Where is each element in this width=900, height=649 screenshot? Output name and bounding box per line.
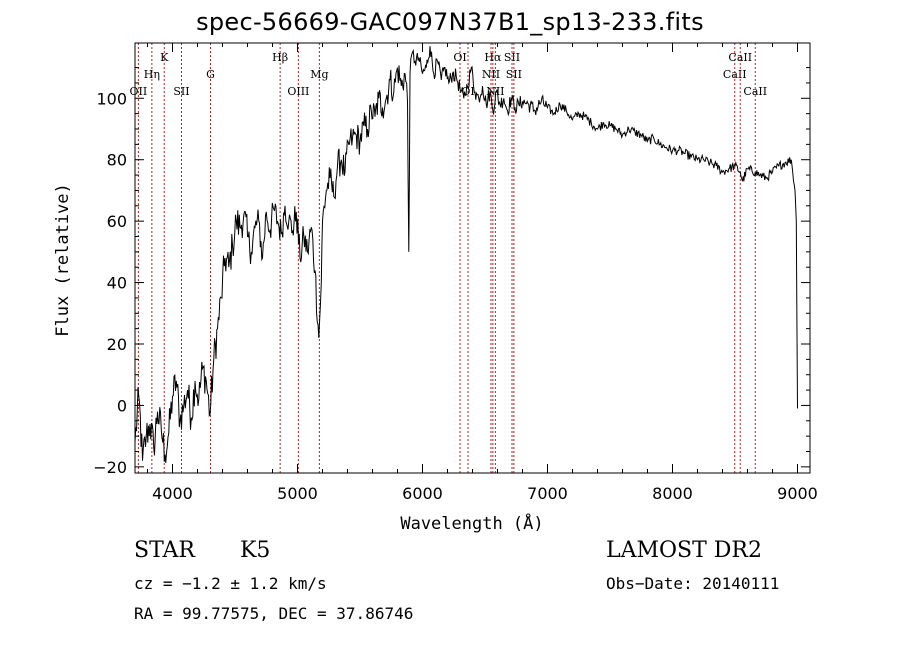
line-marker-label: OIII — [287, 85, 309, 98]
x-tick-label: 6000 — [402, 484, 443, 503]
x-tick-label: 9000 — [777, 484, 818, 503]
x-tick-label: 5000 — [277, 484, 318, 503]
line-marker-label: OI — [453, 51, 466, 64]
object-class: STAR — [134, 538, 195, 563]
obs-date: Obs−Date: 20140111 — [606, 574, 780, 593]
y-tick-label: −20 — [93, 458, 127, 477]
line-marker-label: CaII — [743, 85, 767, 98]
line-marker-label: G — [206, 68, 215, 81]
y-tick-label: 0 — [117, 396, 127, 415]
object-subclass: K5 — [240, 538, 271, 563]
y-tick-label: 100 — [96, 89, 127, 108]
y-tick-label: 80 — [107, 151, 127, 170]
survey-label: LAMOST DR2 — [606, 538, 762, 563]
line-marker-label: CaII — [728, 51, 752, 64]
line-marker-label: CaII — [723, 68, 747, 81]
line-marker-label: OII — [130, 85, 148, 98]
y-tick-label: 60 — [107, 212, 127, 231]
spectrum-line — [134, 46, 798, 463]
line-marker-label: SII — [173, 85, 189, 98]
x-axis-label: Wavelength (Å) — [400, 512, 543, 534]
line-marker-label: NII — [482, 68, 500, 81]
line-marker-label: SII — [504, 51, 520, 64]
line-marker-label: Mg — [310, 68, 328, 81]
line-marker-label: SII — [506, 68, 522, 81]
chart-title: spec-56669-GAC097N37B1_sp13-233.fits — [196, 8, 704, 36]
line-marker-label: Hβ — [272, 51, 288, 64]
line-marker-label: Hη — [144, 68, 160, 81]
y-tick-label: 40 — [107, 274, 127, 293]
x-tick-label: 8000 — [652, 484, 693, 503]
x-tick-label: 7000 — [527, 484, 568, 503]
axis-ticks: 4000 5000 6000 7000 8000 9000 −20 0 20 40 60 80 100 — [93, 43, 818, 503]
line-marker-label: K — [160, 51, 169, 64]
redshift-text: cz = −1.2 ± 1.2 km/s — [134, 574, 327, 593]
line-marker-label: Hα — [484, 51, 502, 64]
y-tick-label: 20 — [107, 335, 127, 354]
plot-frame — [134, 42, 811, 474]
y-axis-label: Flux (relative) — [53, 183, 73, 337]
x-tick-label: 4000 — [152, 484, 193, 503]
ra-dec-text: RA = 99.77575, DEC = 37.86746 — [134, 604, 414, 623]
